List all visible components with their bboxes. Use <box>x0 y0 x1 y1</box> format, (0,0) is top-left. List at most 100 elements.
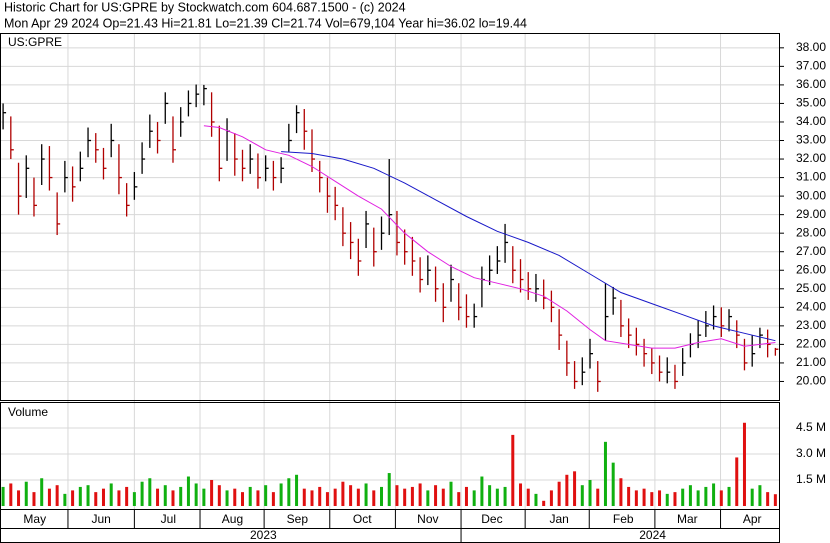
volume-bar <box>619 478 623 506</box>
volume-bar <box>24 481 28 506</box>
volume-bar <box>727 486 731 506</box>
y-tick-label: 25.00 <box>796 281 826 295</box>
y-tick-label: 27.00 <box>796 244 826 258</box>
volume-bar <box>248 486 252 506</box>
marks <box>1 84 779 506</box>
volume-bar <box>32 492 36 506</box>
volume-bar <box>387 473 391 506</box>
volume-bar <box>642 488 646 506</box>
moving-average <box>203 125 776 349</box>
y-tick-label: 30.00 <box>796 188 826 202</box>
volume-bar <box>634 490 638 506</box>
volume-bar <box>325 492 329 506</box>
volume-bar <box>55 485 59 506</box>
volume-bar <box>171 490 175 506</box>
volume-bar <box>271 492 275 506</box>
volume-bar <box>681 488 685 506</box>
y-tick-label: 29.00 <box>796 207 826 221</box>
y-tick-label: 37.00 <box>796 59 826 73</box>
x-tick-label: Jun <box>91 512 110 526</box>
volume-bar <box>526 488 530 506</box>
y-tick-label: 35.00 <box>796 96 826 110</box>
volume-bar <box>426 490 430 506</box>
volume-bar <box>148 478 152 506</box>
volume-bar <box>364 483 368 506</box>
volume-bar <box>503 486 507 506</box>
y-tick-label: 32.00 <box>796 151 826 165</box>
x-tick-label: Apr <box>743 512 762 526</box>
x-tick-label: Dec <box>481 512 502 526</box>
volume-bar <box>719 490 723 506</box>
volume-bar <box>17 490 21 506</box>
y-tick-label: 33.00 <box>796 133 826 147</box>
volume-bar <box>287 478 291 506</box>
volume-bar <box>573 471 577 506</box>
volume-bar <box>163 485 167 506</box>
volume-bar <box>565 474 569 506</box>
volume-bar <box>1 486 5 506</box>
x-tick-label: Feb <box>613 512 634 526</box>
volume-bar <box>403 488 407 506</box>
x-tick-label: Mar <box>677 512 698 526</box>
x-tick-label: Oct <box>353 512 372 526</box>
volume-bar <box>210 479 214 506</box>
volume-bar <box>742 422 746 506</box>
y-tick-label: 4.5 M <box>796 420 826 434</box>
volume-bar <box>179 486 183 506</box>
y-tick-label: 26.00 <box>796 262 826 276</box>
volume-bar <box>511 434 515 506</box>
volume-bar <box>109 483 113 506</box>
panel-label: Volume <box>8 405 48 419</box>
volume-bar <box>356 488 360 506</box>
volume-bar <box>712 483 716 506</box>
volume-bar <box>457 492 461 506</box>
volume-bar <box>542 500 546 506</box>
volume-bar <box>240 492 244 506</box>
volume-bar <box>318 486 322 506</box>
volume-bar <box>534 493 538 506</box>
volume-bar <box>557 481 561 506</box>
volume-bar <box>650 492 654 506</box>
chart-subtitle: Mon Apr 29 2024 Op=21.43 Hi=21.81 Lo=21.… <box>4 16 527 30</box>
x-tick-label: Jul <box>161 512 176 526</box>
volume-bar <box>310 490 314 506</box>
volume-bar <box>418 483 422 506</box>
moving-average <box>281 151 776 342</box>
volume-bar <box>202 488 206 506</box>
volume-bar <box>341 481 345 506</box>
volume-bar <box>488 485 492 506</box>
volume-bar <box>773 494 777 506</box>
volume-bar <box>441 488 445 506</box>
volume-bar <box>225 490 229 506</box>
volume-bar <box>349 485 353 506</box>
volume-bar <box>673 492 677 506</box>
volume-bar <box>434 485 438 506</box>
volume-bar <box>735 457 739 506</box>
y-tick-label: 3.0 M <box>796 446 826 460</box>
volume-bar <box>696 490 700 506</box>
volume-bar <box>101 488 105 506</box>
x-tick-label: May <box>23 512 46 526</box>
volume-bar <box>688 485 692 506</box>
y-tick-label: 34.00 <box>796 114 826 128</box>
volume-bar <box>758 485 762 506</box>
volume-bar <box>47 488 51 506</box>
volume-bar <box>596 488 600 506</box>
volume-bar <box>750 488 754 506</box>
y-tick-label: 20.00 <box>796 374 826 388</box>
x-tick-label: Aug <box>222 512 243 526</box>
y-tick-label: 23.00 <box>796 318 826 332</box>
volume-bar <box>40 478 44 506</box>
volume-bar <box>78 486 82 506</box>
volume-bar <box>194 483 198 506</box>
y-tick-label: 24.00 <box>796 299 826 313</box>
year-label: 2024 <box>639 528 666 542</box>
volume-bar <box>233 488 237 506</box>
volume-bar <box>464 486 468 506</box>
panel-label: US:GPRE <box>8 35 62 49</box>
volume-bar <box>86 485 90 506</box>
x-tick-label: Sep <box>287 512 309 526</box>
volume-bar <box>63 493 67 506</box>
